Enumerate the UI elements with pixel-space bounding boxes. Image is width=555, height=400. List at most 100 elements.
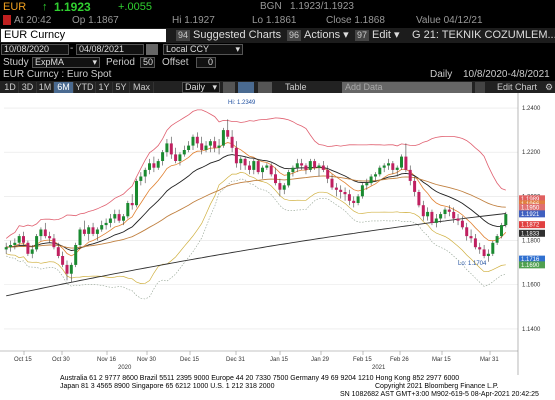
suggested-charts-label: Suggested Charts	[193, 29, 282, 41]
candle-body	[352, 200, 356, 203]
candle-body	[430, 211, 434, 223]
upper-band-line	[5, 109, 506, 239]
footer-session: SN 1082682 AST GMT+3:00 M902-619-5 08-Ap…	[340, 391, 539, 398]
year-label: 2021	[372, 365, 386, 371]
candle-body	[304, 165, 308, 170]
candle-body	[78, 229, 82, 245]
candle-body	[126, 203, 130, 217]
candle-body	[195, 136, 199, 144]
g21-chart-tab[interactable]: G 21: TEKNIK COZUMLEM...	[412, 29, 555, 41]
price-label: 1.1950	[521, 205, 540, 211]
y-tick-label: 1.2400	[522, 106, 541, 112]
bid-ask: 1.1923/1.1923	[290, 1, 354, 12]
timeframe-5y[interactable]: 5Y	[113, 82, 130, 93]
alert-icon	[3, 15, 11, 25]
price-label: 1.1690	[521, 263, 540, 269]
candle-body	[491, 242, 495, 254]
candle-body	[387, 163, 390, 166]
timeframe-1d[interactable]: 1D	[2, 82, 19, 93]
ema-mid-line	[6, 154, 506, 251]
actions-menu[interactable]: 96 Actions ▾	[287, 29, 349, 42]
security-input[interactable]: EUR Curncy	[1, 29, 166, 42]
price-label-box	[519, 255, 545, 263]
candle-body	[478, 247, 482, 250]
candle-body	[161, 152, 165, 161]
candle-body	[256, 161, 260, 173]
timeframe-max[interactable]: Max	[130, 82, 154, 93]
candle-body	[473, 238, 477, 248]
timeframe-1m[interactable]: 1M	[37, 82, 54, 93]
date-separator: -	[70, 43, 74, 54]
actions-tag: 96	[287, 30, 302, 41]
candle-body	[330, 178, 334, 188]
date-range-bar: 10/08/2020 - 04/08/2021 Local CCY ▾	[0, 43, 555, 56]
candle-body	[35, 236, 39, 250]
add-data-field[interactable]: Add Data	[342, 82, 472, 93]
currency-select-value: Local CCY	[166, 44, 210, 54]
ticker-label: EUR	[3, 1, 27, 13]
candle-body	[482, 249, 486, 256]
line-chart-icon[interactable]	[238, 82, 254, 93]
period-field[interactable]: 50	[140, 57, 155, 68]
ohlc-line: At 20:42 Op 1.1867 Hi 1.1927 Lo 1.1861 C…	[0, 14, 555, 28]
close-label: Close 1.1868	[326, 15, 385, 26]
candle-body	[208, 141, 212, 146]
currency-select[interactable]: Local CCY ▾	[163, 44, 243, 55]
study-select[interactable]: ExpMA ▾	[32, 57, 100, 68]
chevron-down-icon: ▾	[235, 44, 240, 54]
gear-icon[interactable]: ⚙	[545, 82, 554, 92]
candle-body	[248, 165, 251, 170]
offset-field[interactable]: 0	[196, 57, 216, 68]
suggested-tag: 94	[176, 30, 191, 41]
footer-copyright: Copyright 2021 Bloomberg Finance L.P.	[375, 383, 499, 390]
candle-body	[426, 211, 430, 217]
candle-body	[339, 189, 343, 192]
candle-body	[100, 225, 104, 230]
candle-body	[39, 229, 43, 237]
main-toolbar: EUR Curncy 94 Suggested Charts 96 Actions …	[0, 28, 555, 43]
candle-body	[30, 249, 34, 254]
candle-body	[226, 130, 230, 137]
candle-body	[152, 163, 156, 168]
candle-body	[104, 222, 108, 226]
up-arrow-icon: ↑	[42, 1, 48, 13]
table-button[interactable]: Table	[285, 82, 307, 92]
candle-body	[313, 161, 317, 168]
edit-chart-button[interactable]: Edit Chart	[497, 82, 538, 92]
chart-type-icon[interactable]	[223, 82, 235, 93]
timeframe-1y[interactable]: 1Y	[96, 82, 113, 93]
settings-icon[interactable]	[475, 82, 485, 93]
price-label-box	[519, 203, 545, 211]
suggested-charts-menu[interactable]: 94 Suggested Charts	[176, 29, 281, 42]
chart-title-bar: EUR Curncy : Euro Spot Daily 10/8/2020-4…	[0, 69, 555, 81]
price-label-box	[519, 210, 545, 218]
timeframe-ytd[interactable]: YTD	[74, 82, 96, 93]
end-date-field[interactable]: 04/08/2021	[76, 44, 144, 55]
candle-body	[334, 187, 338, 190]
candle-body	[391, 163, 395, 170]
candle-body	[400, 156, 403, 168]
lo-annotation: Lo: 1.1704	[458, 261, 487, 267]
time-label: At 20:42	[14, 15, 52, 26]
candle-body	[252, 161, 256, 170]
ema-50-line	[6, 175, 506, 249]
timeframe-6m[interactable]: 6M	[54, 82, 74, 93]
candle-body	[22, 236, 25, 243]
candle-body	[52, 238, 56, 248]
timeframe-3d[interactable]: 3D	[19, 82, 37, 93]
candle-body	[74, 245, 78, 265]
edit-menu[interactable]: 97 Edit ▾	[355, 29, 400, 42]
frequency-select[interactable]: Daily ▾	[182, 82, 220, 93]
chevron-down-icon: ▾	[394, 29, 400, 41]
crosshair-icon[interactable]	[258, 82, 272, 93]
price-labels: 1.19891.19661.19501.19211.18721.18331.17…	[519, 195, 545, 269]
edit-tag: 97	[355, 30, 370, 41]
calendar-icon[interactable]	[146, 44, 158, 55]
high-label: Hi 1.1927	[172, 15, 215, 26]
start-date-field[interactable]: 10/08/2020	[1, 44, 69, 55]
price-label: 1.1921	[521, 212, 540, 218]
price-label: 1.1833	[521, 231, 540, 237]
candle-body	[239, 158, 243, 164]
candle-body	[295, 163, 299, 168]
